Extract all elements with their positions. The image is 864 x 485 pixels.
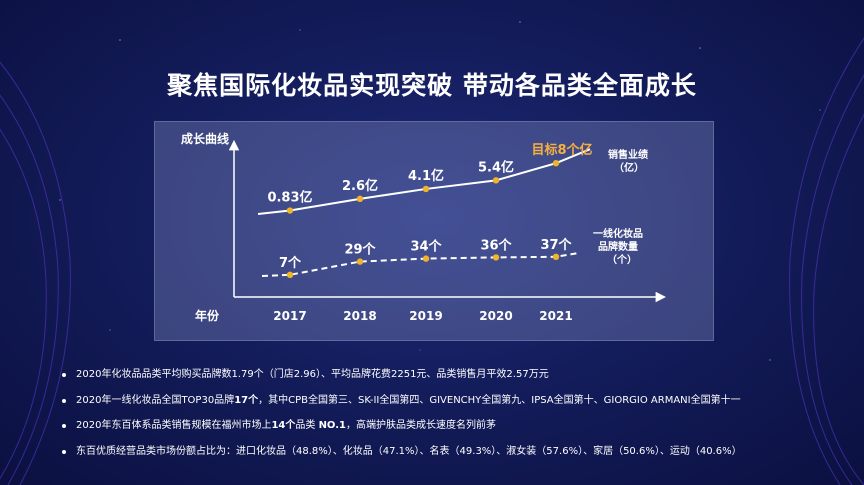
summary-item: 东百优质经营品类市场份额占比为：进口化妆品（48.8%）、化妆品（47.1%）、… (62, 439, 852, 465)
highlight-text: NO.1 (318, 420, 346, 431)
brands-series-line (261, 251, 581, 277)
summary-text: 2020年一线化妆品全国TOP30品牌 (76, 394, 235, 406)
brands-data-label: 7个 (279, 255, 302, 271)
y-axis-label: 成长曲线 (181, 131, 229, 146)
summary-item: 2020年东百体系品类销售规模在福州市场上14个品类 NO.1，高端护肤品类成长… (62, 413, 852, 439)
sales-point (492, 177, 500, 184)
brands-point (356, 258, 364, 265)
x-tick-label: 2017 (273, 309, 306, 323)
sales-data-label: 5.4亿 (478, 159, 514, 175)
summary-text: ，其中CPB全国第三、SK-II全国第四、GIVENCHY全国第九、IPSA全国… (258, 394, 741, 406)
sales-data-label: 0.83亿 (267, 190, 312, 206)
brands-point (286, 271, 294, 278)
summary-text: 2020年东百体系品类销售规模在福州市场上 (76, 420, 272, 431)
summary-text: ，高端护肤品类成长速度名列前茅 (345, 420, 496, 431)
brands-data-label: 29个 (344, 242, 376, 258)
highlight-text: 14个 (271, 420, 296, 431)
legend-brands-line1: 一线化妆品 (593, 227, 643, 240)
summary-item: 2020年化妆品品类平均购买品牌数1.79个（门店2.96）、平均品牌花费225… (62, 362, 852, 388)
sales-point (356, 195, 364, 203)
sales-point (286, 207, 294, 214)
sales-data-label: 4.1亿 (408, 168, 444, 184)
sales-data-label: 2.6亿 (342, 178, 378, 194)
legend-sales-line2: （亿） (614, 161, 644, 174)
brands-point (552, 253, 560, 260)
x-tick-label: 2018 (343, 309, 376, 323)
legend-sales-line1: 销售业绩 (608, 148, 648, 161)
brands-point (492, 254, 500, 261)
x-tick-label: 2021 (539, 309, 572, 323)
brands-data-label: 36个 (480, 237, 512, 253)
sales-data-label: 目标8个亿 (531, 142, 592, 158)
summary-text: 品类 (295, 420, 319, 431)
x-tick-label: 2020 (479, 309, 512, 323)
summary-list: 2020年化妆品品类平均购买品牌数1.79个（门店2.96）、平均品牌花费225… (62, 362, 852, 464)
page-title: 聚焦国际化妆品实现突破 带动各品类全面成长 (167, 71, 697, 100)
brands-data-label: 34个 (410, 239, 442, 255)
highlight-text: 17个 (234, 394, 259, 406)
summary-text: 2020年化妆品品类平均购买品牌数1.79个（门店2.96）、平均品牌花费225… (76, 369, 549, 380)
brands-data-label: 37个 (540, 237, 572, 253)
summary-text: 东百优质经营品类市场份额占比为：进口化妆品（48.8%）、化妆品（47.1%）、… (76, 445, 742, 457)
x-axis-label: 年份 (195, 308, 220, 323)
sales-point (552, 160, 560, 167)
legend-brands-line2: 品牌数量 (598, 240, 638, 253)
legend-brands-line3: （个） (607, 253, 637, 266)
x-tick-label: 2019 (409, 309, 442, 323)
chart-panel (154, 121, 714, 341)
summary-item: 2020年一线化妆品全国TOP30品牌17个，其中CPB全国第三、SK-II全国… (62, 388, 852, 414)
brands-point (422, 255, 430, 262)
sales-point (422, 185, 430, 193)
